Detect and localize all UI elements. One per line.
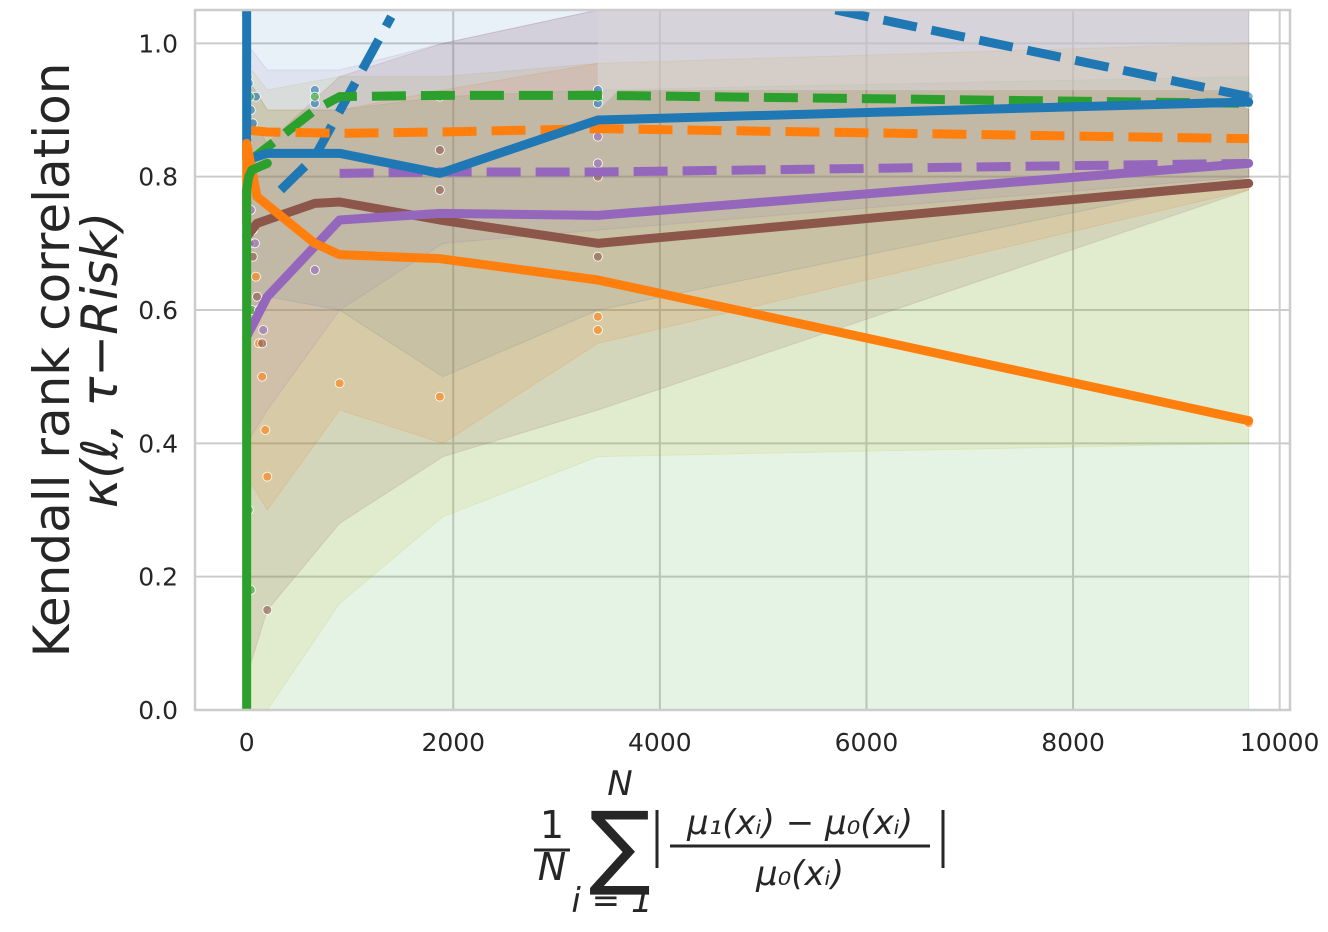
confidence-band [246, 10, 1250, 446]
scatter-point [334, 378, 345, 389]
series-lines [242, 10, 1254, 710]
scatter-point [250, 238, 260, 249]
solid-series-line [242, 158, 272, 710]
scatter-point [257, 371, 268, 382]
tick-labels: 0 2000 4000 6000 8000 10000 0.0 0.2 0.4 0.6 0.8 1.0 [138, 29, 1319, 757]
scatter-point [309, 91, 320, 102]
y-tick-label: 1.0 [138, 29, 178, 58]
solid-series-line [242, 138, 1254, 426]
x-label-frac-denominator: N [538, 845, 566, 889]
scatter-point [260, 425, 271, 435]
scatter-point [434, 185, 445, 195]
x-label-numerator: μ₁(xᵢ) − μ₀(xᵢ) [686, 803, 913, 843]
scatter-point [592, 325, 603, 335]
scatter-point [592, 131, 603, 142]
scatter-point [251, 271, 261, 282]
y-tick-label: 0.0 [138, 696, 178, 725]
x-label-sum-lower: i = 1 [571, 881, 652, 921]
dashed-series-line [339, 158, 1249, 178]
y-axis-label-line2: κ(ℓ, τ−Risk) [71, 212, 129, 509]
y-tick-label: 0.2 [138, 563, 178, 592]
scatter-point [592, 251, 603, 262]
dashed-series-line [277, 14, 396, 194]
scatter-point [252, 291, 262, 302]
x-tick-label: 6000 [835, 728, 899, 757]
dashed-series-line [243, 90, 1249, 167]
scatter-point [592, 158, 603, 169]
y-axis-label: Kendall rank correlation κ(ℓ, τ−Risk) [23, 63, 129, 658]
x-label-sum-upper: N [607, 764, 632, 804]
x-tick-label: 0 [239, 728, 255, 757]
x-tick-label: 10000 [1240, 728, 1320, 757]
sum-symbol-icon: ∑ [589, 792, 651, 899]
y-tick-label: 0.4 [138, 429, 178, 458]
y-axis-label-line1: Kendall rank correlation [23, 63, 81, 658]
solid-series-line [242, 178, 1254, 248]
confidence-band [597, 10, 1250, 112]
x-tick-label: 2000 [421, 728, 485, 757]
x-axis-label: 1 N N ∑ i = 1 μ₁(xᵢ) − μ₀(xᵢ) μ₀(xᵢ) [534, 764, 945, 921]
y-tick-label: 0.8 [138, 163, 178, 192]
x-tick-label: 4000 [628, 728, 692, 757]
dashed-series-line [834, 10, 1250, 102]
scatter-point [262, 471, 273, 482]
x-tick-label: 8000 [1041, 728, 1105, 757]
scatter-point [257, 338, 268, 349]
scatter-point [434, 391, 445, 402]
dashed-series-line [246, 124, 1249, 144]
plot-frame [193, 8, 1292, 712]
x-label-frac-numerator: 1 [540, 803, 564, 847]
scatter-point [262, 605, 273, 615]
scatter-point [309, 265, 320, 275]
scatter-point [258, 325, 269, 335]
x-label-denominator: μ₀(xᵢ) [755, 854, 844, 894]
scatter-point [434, 145, 445, 155]
solid-series-line [242, 10, 1254, 178]
scatter-point [592, 311, 603, 322]
solid-series-line [242, 158, 1254, 342]
y-tick-label: 0.6 [138, 296, 178, 325]
